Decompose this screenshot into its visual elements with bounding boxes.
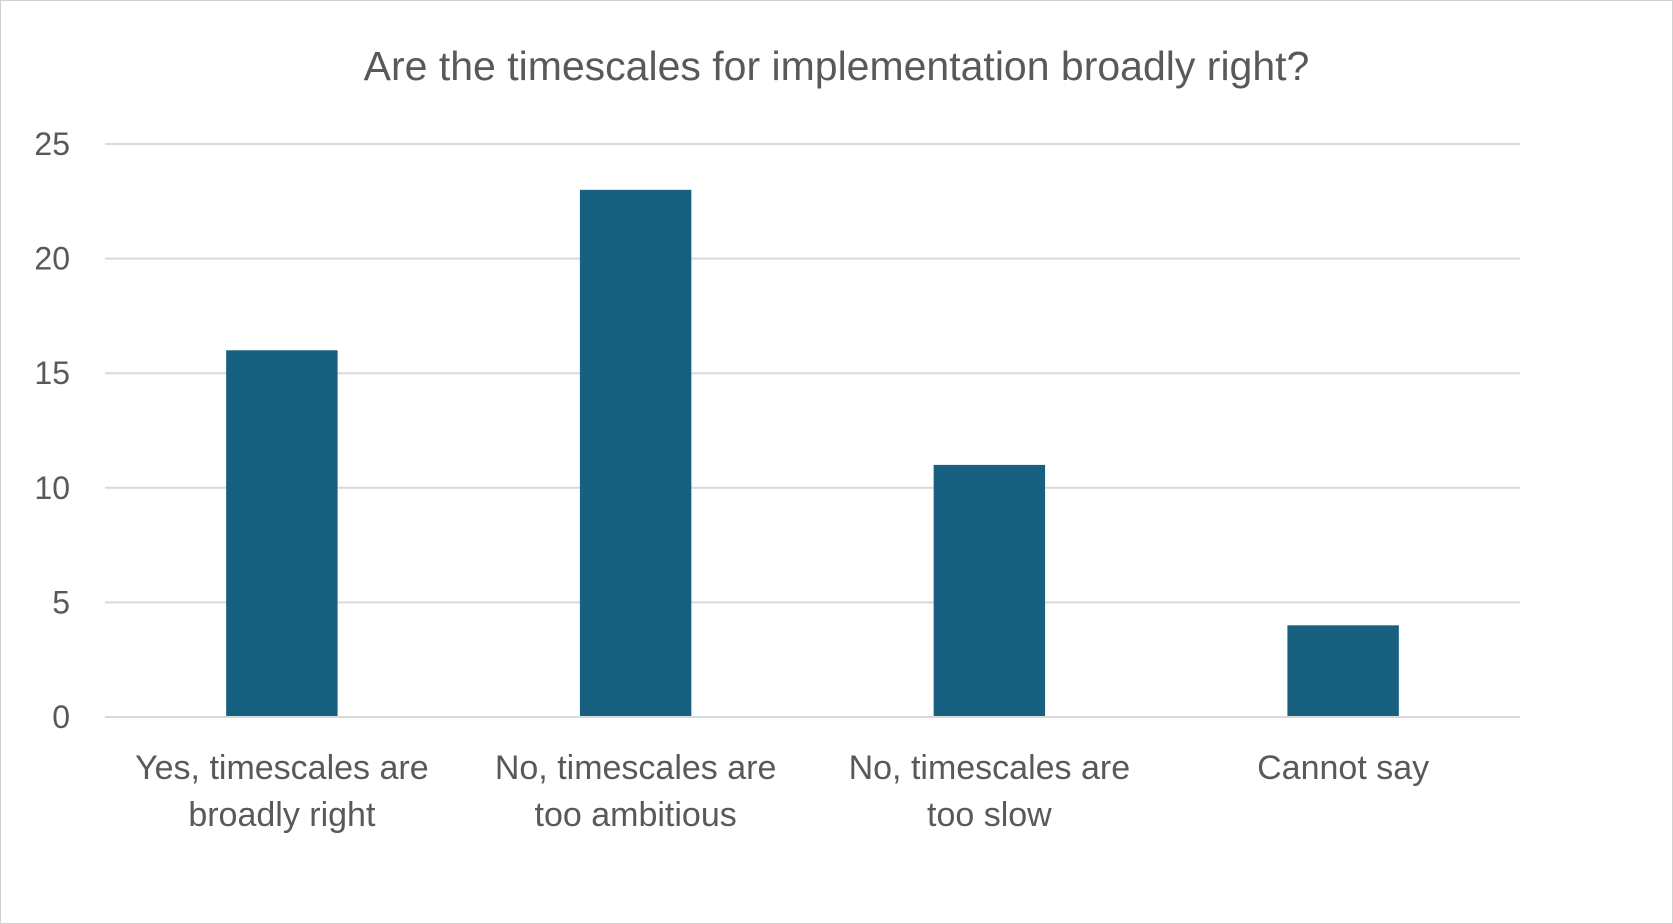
x-axis-category-labels: Yes, timescales are broadly right No, time… [135,749,1429,834]
x-category-label-1-line-1: Yes, timescales are [135,749,429,787]
x-category-label-3-line-1: No, timescales are [849,749,1131,787]
bar-1 [226,350,338,717]
x-category-label-1-line-2: broadly right [188,796,376,834]
y-axis-tick-labels: 0 5 10 15 20 25 [34,126,70,735]
bar-2 [579,189,692,718]
x-category-label-2-line-2: too ambitious [535,796,737,834]
chart-title: Are the timescales for implementation br… [363,43,1310,89]
y-tick-label-5: 5 [52,584,70,620]
x-category-label-3-line-2: too slow [927,796,1052,834]
bar-4 [1287,625,1399,717]
x-category-label-4: Cannot say [1257,749,1429,787]
x-category-label-3: No, timescales are too slow [849,749,1131,834]
x-category-label-2-line-1: No, timescales are [495,749,777,787]
y-tick-label-15: 15 [34,355,70,391]
gridlines [105,143,1520,604]
x-category-label-2: No, timescales are too ambitious [495,749,777,834]
y-tick-label-25: 25 [34,126,70,162]
y-tick-label-20: 20 [34,241,70,277]
x-category-label-1: Yes, timescales are broadly right [135,749,429,834]
bars [226,189,1399,718]
y-tick-label-0: 0 [52,699,70,735]
x-category-label-4-line-1: Cannot say [1257,749,1429,787]
y-tick-label-10: 10 [34,470,70,506]
bar-3 [933,464,1046,717]
